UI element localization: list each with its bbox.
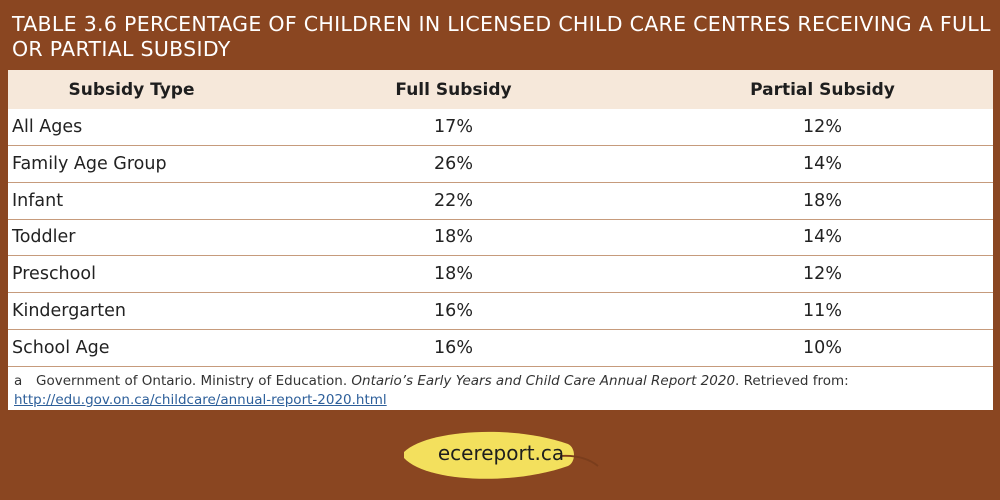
table-row: Infant 22% 18%: [8, 182, 993, 219]
leaf-stem: [559, 454, 599, 467]
full-subsidy-cell: 16%: [434, 337, 473, 358]
brand-logo[interactable]: ecereport.ca: [400, 428, 600, 484]
subsidy-type-cell: Toddler: [12, 227, 76, 248]
subsidy-type-cell: All Ages: [12, 117, 83, 138]
subsidy-type-cell: Kindergarten: [12, 300, 126, 321]
subsidy-table: Subsidy Type Full Subsidy Partial Subsid…: [8, 70, 993, 366]
partial-subsidy-cell: 10%: [803, 337, 842, 358]
subsidy-type-cell: Preschool: [12, 264, 96, 285]
column-header-full-subsidy: Full Subsidy: [395, 79, 512, 100]
footnote-marker: a: [14, 372, 23, 389]
table-row: Toddler 18% 14%: [8, 219, 993, 256]
table-title: TABLE 3.6 PERCENTAGE OF CHILDREN IN LICE…: [12, 12, 991, 61]
table-panel: Subsidy Type Full Subsidy Partial Subsid…: [8, 70, 993, 410]
full-subsidy-cell: 22%: [434, 190, 473, 211]
leaf-shape: [404, 431, 574, 479]
footnote: a Government of Ontario. Ministry of Educ…: [14, 372, 987, 410]
footnote-suffix: . Retrieved from:: [735, 372, 849, 389]
full-subsidy-cell: 17%: [434, 117, 473, 138]
table-row: School Age 16% 10%: [8, 329, 993, 366]
subsidy-type-cell: Family Age Group: [12, 154, 167, 175]
leaf-icon: [404, 431, 599, 479]
subsidy-type-cell: School Age: [12, 337, 110, 358]
full-subsidy-cell: 26%: [434, 154, 473, 175]
footnote-area: a Government of Ontario. Ministry of Educ…: [8, 365, 993, 410]
subsidy-type-cell: Infant: [12, 190, 64, 211]
partial-subsidy-cell: 12%: [803, 117, 842, 138]
partial-subsidy-cell: 12%: [803, 264, 842, 285]
partial-subsidy-cell: 11%: [803, 300, 842, 321]
partial-subsidy-cell: 14%: [803, 227, 842, 248]
column-header-subsidy-type: Subsidy Type: [68, 79, 195, 100]
footnote-text: Government of Ontario. Ministry of Educa…: [36, 372, 352, 389]
footnote-source-title: Ontario’s Early Years and Child Care Ann…: [351, 372, 736, 389]
full-subsidy-cell: 18%: [434, 264, 473, 285]
column-header-partial-subsidy: Partial Subsidy: [750, 79, 895, 100]
table-row: Kindergarten 16% 11%: [8, 292, 993, 329]
full-subsidy-cell: 18%: [434, 227, 473, 248]
full-subsidy-cell: 16%: [434, 300, 473, 321]
partial-subsidy-cell: 14%: [803, 154, 842, 175]
partial-subsidy-cell: 18%: [803, 190, 842, 211]
table-header-row: Subsidy Type Full Subsidy Partial Subsid…: [8, 70, 993, 109]
brand-label: ecereport.ca: [437, 441, 565, 465]
table-row: Family Age Group 26% 14%: [8, 145, 993, 183]
table-row: Preschool 18% 12%: [8, 255, 993, 293]
table-row: All Ages 17% 12%: [8, 109, 993, 146]
footnote-source-link[interactable]: http://edu.gov.on.ca/childcare/annual-re…: [14, 391, 387, 408]
